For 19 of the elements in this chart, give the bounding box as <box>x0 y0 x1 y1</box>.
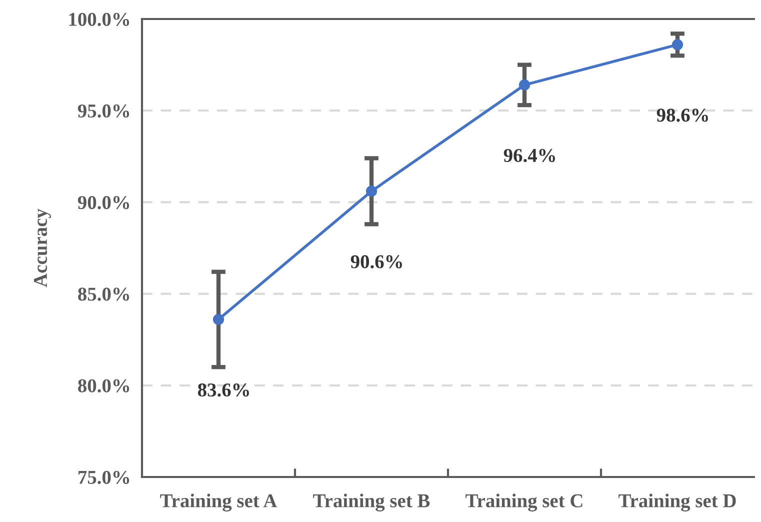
data-label: 98.6% <box>656 108 708 122</box>
data-label: 83.6% <box>198 383 249 397</box>
y-tick-label: 75.0% <box>78 470 130 484</box>
data-label: 96.4% <box>504 148 555 162</box>
point <box>212 314 224 326</box>
y-tick-label: 90.0% <box>78 196 130 210</box>
y-tick-label: 100.0% <box>69 12 130 26</box>
x-tick-label: Training set A <box>160 494 278 512</box>
y-axis-title: Accuracy <box>34 208 52 288</box>
y-tick-label: 95.0% <box>78 104 130 118</box>
y-tick-label: 80.0% <box>78 379 130 392</box>
x-tick-label: Training set D <box>618 494 736 512</box>
point <box>672 39 684 50</box>
y-tick-label: 85.0% <box>78 288 130 301</box>
point <box>366 186 378 197</box>
x-tick-label: Training set C <box>466 494 582 512</box>
data-label: 90.6% <box>350 255 402 268</box>
x-tick-label: Training set B <box>313 494 430 512</box>
point <box>518 79 530 91</box>
